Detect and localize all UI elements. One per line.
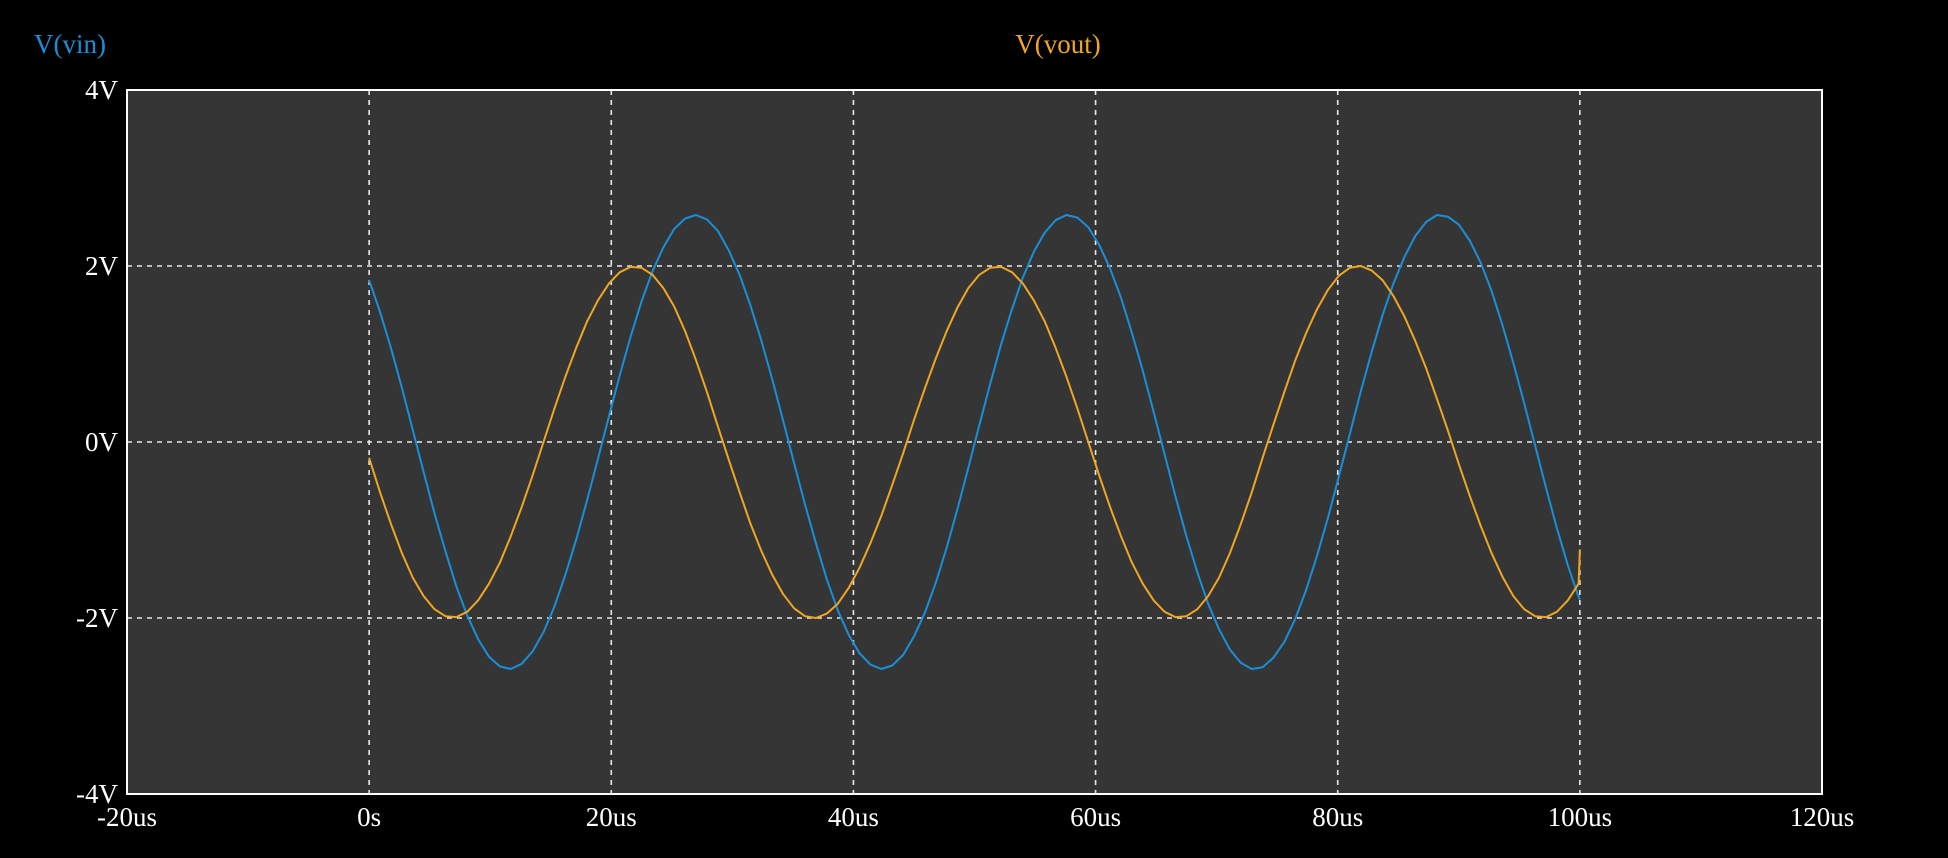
x-tick-label-1: 0s xyxy=(357,802,381,832)
y-tick-label-0: 4V xyxy=(85,75,119,105)
y-axis-ticks: 4V 2V 0V -2V -4V xyxy=(76,75,119,809)
y-tick-label-3: -2V xyxy=(76,603,118,633)
x-axis-ticks: -20us 0s 20us 40us 60us 80us 100us 120us xyxy=(97,802,1854,832)
series-line-v-vin xyxy=(368,214,1581,670)
x-tick-label-3: 40us xyxy=(828,802,879,832)
x-tick-label-7: 120us xyxy=(1790,802,1855,832)
legend-v-vin[interactable]: V(vin) xyxy=(34,29,106,59)
grid xyxy=(127,90,1822,794)
x-tick-label-6: 100us xyxy=(1548,802,1613,832)
series-line-v-vout xyxy=(368,265,1581,619)
y-tick-label-2: 0V xyxy=(85,427,119,457)
y-tick-label-1: 2V xyxy=(85,251,119,281)
x-tick-label-4: 60us xyxy=(1070,802,1121,832)
x-tick-label-5: 80us xyxy=(1312,802,1363,832)
series-group xyxy=(368,214,1581,670)
legend-v-vout[interactable]: V(vout) xyxy=(1015,29,1100,59)
x-tick-label-2: 20us xyxy=(586,802,637,832)
x-tick-label-0: -20us xyxy=(97,802,157,832)
y-tick-label-4: -4V xyxy=(76,779,118,809)
plot-frame xyxy=(126,89,1823,795)
